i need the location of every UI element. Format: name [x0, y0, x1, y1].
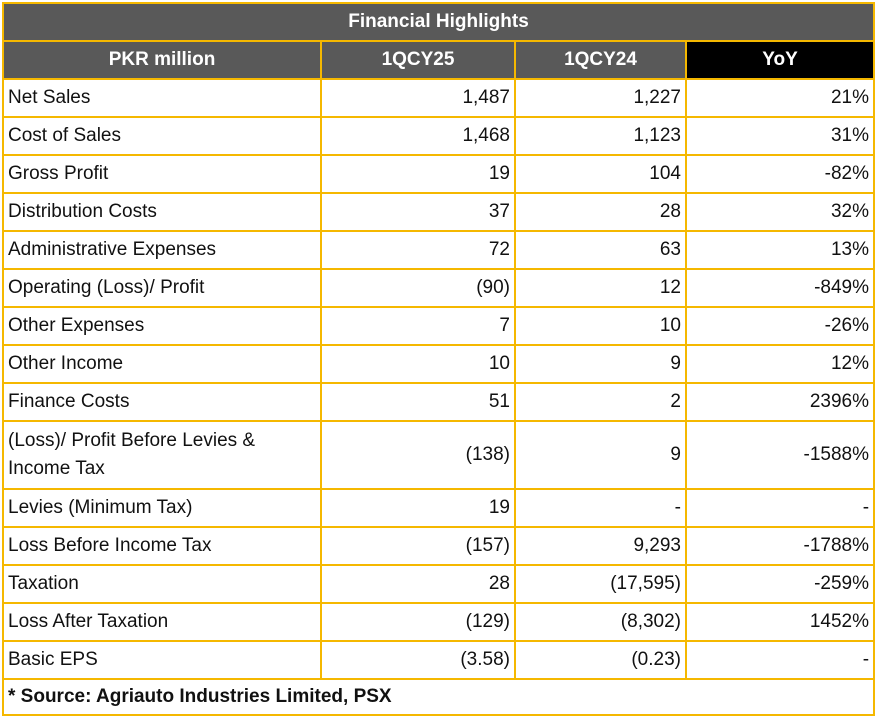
value-1qcy25: 1,468: [320, 116, 516, 156]
row-label: Operating (Loss)/ Profit: [2, 268, 322, 308]
value-1qcy24: 9: [514, 420, 687, 490]
value-yoy: 2396%: [684, 382, 875, 422]
row-label: Levies (Minimum Tax): [2, 488, 322, 528]
value-1qcy24: 9: [514, 344, 687, 384]
value-yoy: -849%: [684, 268, 875, 308]
value-1qcy25: (3.58): [320, 640, 516, 680]
value-1qcy24: -: [514, 488, 687, 528]
value-yoy: -1588%: [684, 420, 875, 490]
table-row: Operating (Loss)/ Profit (90) 12 -849%: [2, 268, 875, 308]
table-row: Loss After Taxation (129) (8,302) 1452%: [2, 602, 875, 642]
value-1qcy24: 2: [514, 382, 687, 422]
row-label: Basic EPS: [2, 640, 322, 680]
row-label: Distribution Costs: [2, 192, 322, 232]
value-1qcy25: (157): [320, 526, 516, 566]
value-1qcy24: (17,595): [514, 564, 687, 604]
value-1qcy24: 63: [514, 230, 687, 270]
value-1qcy25: (90): [320, 268, 516, 308]
value-yoy: 1452%: [684, 602, 875, 642]
value-yoy: -: [684, 640, 875, 680]
value-yoy: -: [684, 488, 875, 528]
value-1qcy25: 51: [320, 382, 516, 422]
value-1qcy25: 19: [320, 488, 516, 528]
value-yoy: 31%: [684, 116, 875, 156]
table-row: Cost of Sales 1,468 1,123 31%: [2, 116, 875, 156]
row-label: Other Income: [2, 344, 322, 384]
value-1qcy25: 37: [320, 192, 516, 232]
value-1qcy24: 104: [514, 154, 687, 194]
row-label: Finance Costs: [2, 382, 322, 422]
header-1qcy25: 1QCY25: [320, 40, 516, 80]
table-row: Distribution Costs 37 28 32%: [2, 192, 875, 232]
header-yoy: YoY: [684, 40, 875, 80]
value-yoy: 21%: [684, 78, 875, 118]
row-label: Net Sales: [2, 78, 322, 118]
value-1qcy25: (129): [320, 602, 516, 642]
table-row: Finance Costs 51 2 2396%: [2, 382, 875, 422]
table-row: Administrative Expenses 72 63 13%: [2, 230, 875, 270]
value-yoy: 32%: [684, 192, 875, 232]
value-1qcy24: (8,302): [514, 602, 687, 642]
table-row: Net Sales 1,487 1,227 21%: [2, 78, 875, 118]
value-yoy: 13%: [684, 230, 875, 270]
value-1qcy25: 10: [320, 344, 516, 384]
row-label: Other Expenses: [2, 306, 322, 346]
value-yoy: -259%: [684, 564, 875, 604]
source-footnote: * Source: Agriauto Industries Limited, P…: [1, 678, 875, 716]
table-row: Basic EPS (3.58) (0.23) -: [2, 640, 875, 680]
value-1qcy24: 1,227: [514, 78, 687, 118]
row-label: Loss Before Income Tax: [2, 526, 322, 566]
value-1qcy25: 72: [320, 230, 516, 270]
table-title: Financial Highlights: [1, 2, 875, 42]
header-1qcy24: 1QCY24: [514, 40, 687, 80]
value-yoy: 12%: [684, 344, 875, 384]
row-label: Administrative Expenses: [2, 230, 322, 270]
table-row: Levies (Minimum Tax) 19 - -: [2, 488, 875, 528]
row-label: Taxation: [2, 564, 322, 604]
value-1qcy24: 1,123: [514, 116, 687, 156]
table-row: Loss Before Income Tax (157) 9,293 -1788…: [2, 526, 875, 566]
row-label: Cost of Sales: [2, 116, 322, 156]
table-row: Other Expenses 7 10 -26%: [2, 306, 875, 346]
row-label: (Loss)/ Profit Before Levies & Income Ta…: [2, 420, 322, 490]
row-label: Gross Profit: [2, 154, 322, 194]
table-row: Gross Profit 19 104 -82%: [2, 154, 875, 194]
row-label: Loss After Taxation: [2, 602, 322, 642]
table-row: Other Income 10 9 12%: [2, 344, 875, 384]
value-1qcy25: 19: [320, 154, 516, 194]
value-1qcy24: 28: [514, 192, 687, 232]
header-pkr-million: PKR million: [2, 40, 322, 80]
value-1qcy25: (138): [320, 420, 516, 490]
value-1qcy25: 1,487: [320, 78, 516, 118]
value-yoy: -82%: [684, 154, 875, 194]
value-1qcy24: (0.23): [514, 640, 687, 680]
table-row: Taxation 28 (17,595) -259%: [2, 564, 875, 604]
value-1qcy24: 10: [514, 306, 687, 346]
table-row: (Loss)/ Profit Before Levies & Income Ta…: [2, 420, 875, 490]
value-yoy: -1788%: [684, 526, 875, 566]
value-1qcy25: 7: [320, 306, 516, 346]
value-1qcy25: 28: [320, 564, 516, 604]
value-1qcy24: 9,293: [514, 526, 687, 566]
value-yoy: -26%: [684, 306, 875, 346]
value-1qcy24: 12: [514, 268, 687, 308]
